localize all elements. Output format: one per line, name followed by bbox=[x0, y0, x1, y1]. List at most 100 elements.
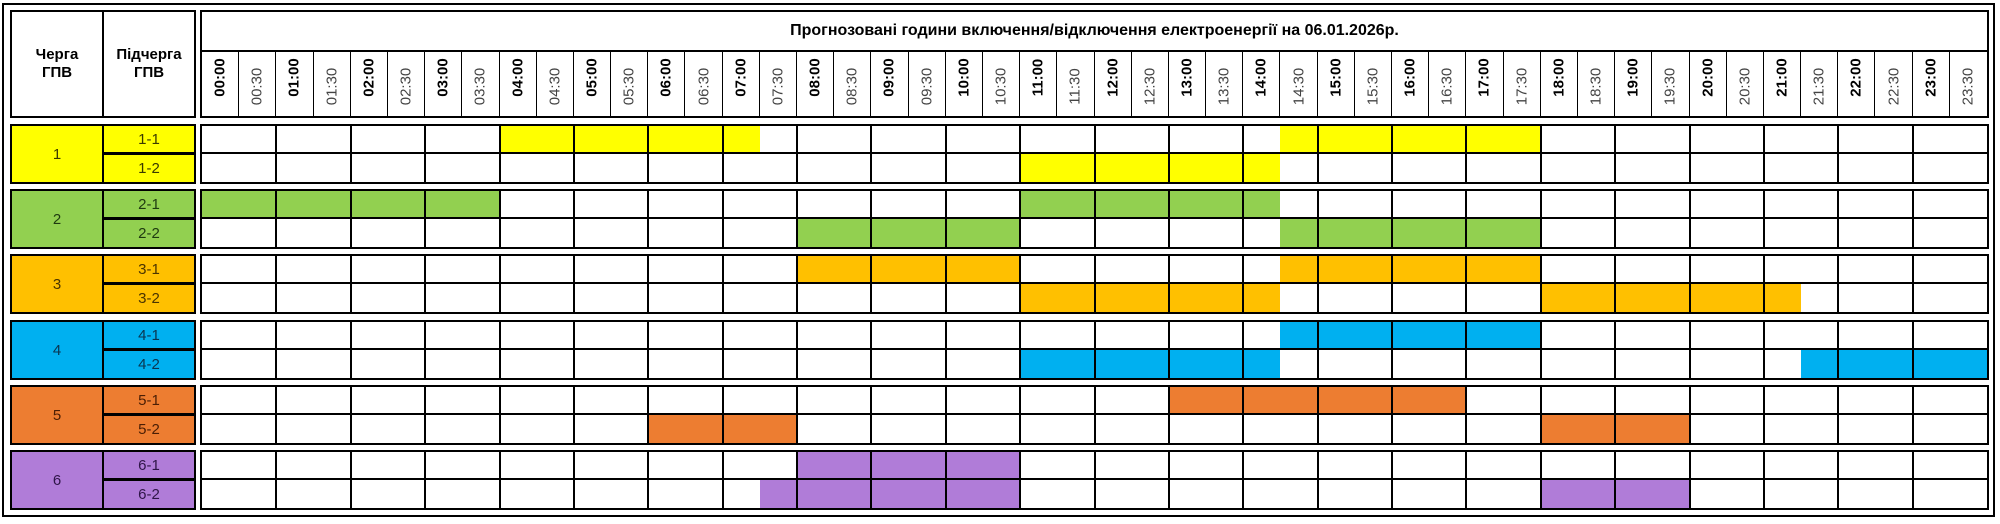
subqueue-label: 2-2 bbox=[138, 225, 160, 242]
time-column-header: 10:00 bbox=[946, 50, 983, 116]
hour-divider bbox=[1242, 256, 1245, 312]
hour-divider bbox=[572, 387, 575, 443]
hour-divider bbox=[349, 191, 352, 247]
outage-segment bbox=[1280, 256, 1541, 282]
time-column-header: 03:30 bbox=[462, 50, 500, 116]
hour-divider bbox=[647, 256, 650, 312]
hour-divider bbox=[1837, 126, 1840, 182]
time-column-header: 02:00 bbox=[351, 50, 388, 116]
time-column-header: 19:00 bbox=[1615, 50, 1653, 116]
time-column-header: 19:30 bbox=[1652, 50, 1690, 116]
hour-divider bbox=[796, 256, 798, 312]
hour-divider bbox=[498, 126, 501, 182]
outage-segment bbox=[1801, 350, 1987, 378]
hour-divider bbox=[1614, 387, 1617, 443]
schedule-group-5 bbox=[200, 385, 1989, 445]
hour-divider bbox=[944, 387, 947, 443]
hour-divider bbox=[721, 452, 724, 508]
hour-divider bbox=[498, 322, 501, 378]
hour-divider bbox=[1242, 126, 1245, 182]
time-column-header: 20:30 bbox=[1727, 50, 1764, 116]
time-column-header: 12:00 bbox=[1095, 50, 1132, 116]
hour-divider bbox=[424, 322, 427, 378]
hour-divider bbox=[1762, 256, 1765, 312]
time-label: 05:30 bbox=[620, 67, 638, 106]
time-column-header: 17:30 bbox=[1504, 50, 1541, 116]
time-label: 13:30 bbox=[1215, 67, 1233, 106]
time-label: 08:30 bbox=[843, 67, 861, 106]
hour-divider bbox=[796, 452, 798, 508]
hour-divider bbox=[1911, 387, 1914, 443]
hour-divider bbox=[1316, 452, 1319, 508]
time-label: 14:30 bbox=[1290, 67, 1308, 106]
hour-divider bbox=[1167, 452, 1170, 508]
time-column-header: 15:00 bbox=[1318, 50, 1355, 116]
hour-divider bbox=[1539, 387, 1542, 443]
time-label: 10:00 bbox=[955, 58, 973, 97]
subqueue-cell: 4-2 bbox=[102, 349, 196, 380]
hour-divider bbox=[1762, 387, 1765, 443]
queue-label: 3 bbox=[52, 275, 62, 293]
hour-divider bbox=[1837, 452, 1840, 508]
time-column-header: 07:00 bbox=[723, 50, 760, 116]
time-column-header: 13:00 bbox=[1169, 50, 1207, 116]
hour-divider bbox=[1837, 387, 1840, 443]
hour-divider bbox=[1688, 256, 1691, 312]
time-label: 17:00 bbox=[1475, 58, 1493, 97]
hour-divider bbox=[1688, 452, 1691, 508]
time-column-header: 05:00 bbox=[574, 50, 612, 116]
time-column-header: 18:00 bbox=[1541, 50, 1578, 116]
outage-segment bbox=[499, 126, 760, 152]
time-column-header: 11:00 bbox=[1020, 50, 1058, 116]
hour-divider bbox=[1911, 191, 1914, 247]
time-label: 06:30 bbox=[695, 67, 713, 106]
hour-divider bbox=[349, 322, 352, 378]
schedule-row-3-1 bbox=[202, 256, 1987, 284]
subqueue-cell: 6-2 bbox=[102, 479, 196, 510]
time-label: 03:00 bbox=[434, 58, 452, 97]
hour-divider bbox=[1911, 322, 1914, 378]
time-label: 03:30 bbox=[471, 67, 489, 106]
time-column-header: 10:30 bbox=[983, 50, 1021, 116]
schedule-title: Прогнозовані години включення/відключенн… bbox=[202, 12, 1987, 52]
schedule-row-1-2 bbox=[202, 154, 1987, 182]
hour-divider bbox=[572, 452, 575, 508]
time-column-header: 14:30 bbox=[1280, 50, 1318, 116]
queue-cell: 6 bbox=[10, 450, 104, 510]
time-column-header: 09:30 bbox=[909, 50, 946, 116]
hour-divider bbox=[796, 126, 798, 182]
time-label: 01:00 bbox=[285, 58, 303, 97]
hour-divider bbox=[721, 256, 724, 312]
hour-divider bbox=[1614, 191, 1617, 247]
outage-segment bbox=[1020, 191, 1281, 217]
time-label: 20:30 bbox=[1736, 67, 1754, 106]
hour-divider bbox=[1242, 387, 1245, 443]
subqueue-cell: 2-1 bbox=[102, 189, 196, 219]
hour-divider bbox=[1539, 322, 1542, 378]
time-column-header: 17:00 bbox=[1466, 50, 1504, 116]
hour-divider bbox=[1391, 387, 1393, 443]
hour-divider bbox=[1688, 126, 1691, 182]
hour-divider bbox=[1167, 191, 1170, 247]
hour-divider bbox=[647, 452, 650, 508]
time-label: 17:30 bbox=[1513, 67, 1531, 106]
subqueue-label: 1-2 bbox=[138, 160, 160, 177]
hour-divider bbox=[1316, 191, 1319, 247]
hour-divider bbox=[647, 387, 650, 443]
hour-divider bbox=[572, 322, 575, 378]
time-column-header: 03:00 bbox=[425, 50, 463, 116]
subqueue-header-label: Підчерга ГПВ bbox=[116, 46, 182, 81]
hour-divider bbox=[349, 256, 352, 312]
hour-divider bbox=[870, 452, 873, 508]
hour-divider bbox=[870, 191, 873, 247]
hour-divider bbox=[1539, 126, 1542, 182]
outage-segment bbox=[797, 219, 1021, 247]
time-column-header: 20:00 bbox=[1690, 50, 1727, 116]
hour-divider bbox=[1019, 322, 1022, 378]
hour-divider bbox=[1539, 191, 1542, 247]
schedule-group-2 bbox=[200, 189, 1989, 249]
hour-divider bbox=[275, 256, 278, 312]
hour-divider bbox=[1762, 452, 1765, 508]
time-label: 04:00 bbox=[509, 58, 527, 97]
outage-segment bbox=[1020, 154, 1281, 182]
